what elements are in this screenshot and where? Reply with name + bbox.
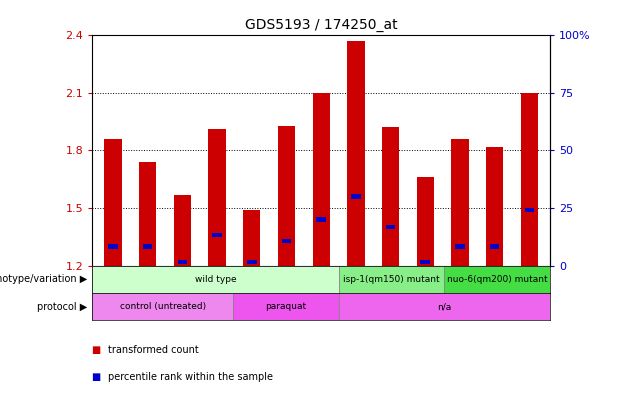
Text: genotype/variation ▶: genotype/variation ▶ xyxy=(0,274,88,284)
Bar xyxy=(452,139,469,266)
Bar xyxy=(139,162,156,266)
Text: ■: ■ xyxy=(92,345,104,355)
Text: percentile rank within the sample: percentile rank within the sample xyxy=(108,372,273,382)
Bar xyxy=(92,293,233,320)
Bar xyxy=(521,93,538,266)
Bar xyxy=(490,244,499,248)
Bar xyxy=(177,260,187,264)
Text: protocol ▶: protocol ▶ xyxy=(38,301,88,312)
Bar xyxy=(420,260,430,264)
Bar xyxy=(339,293,550,320)
Bar xyxy=(282,239,291,243)
Bar xyxy=(386,225,396,230)
Bar xyxy=(312,93,330,266)
Bar xyxy=(92,266,339,293)
Bar xyxy=(339,266,445,293)
Text: control (untreated): control (untreated) xyxy=(120,302,205,311)
Bar xyxy=(347,41,364,266)
Bar xyxy=(143,244,153,248)
Text: transformed count: transformed count xyxy=(108,345,199,355)
Bar xyxy=(317,217,326,222)
Bar xyxy=(382,127,399,266)
Bar xyxy=(486,147,503,266)
Bar xyxy=(445,266,550,293)
Title: GDS5193 / 174250_at: GDS5193 / 174250_at xyxy=(245,18,398,31)
Bar xyxy=(174,195,191,266)
Bar xyxy=(525,208,534,212)
Text: wild type: wild type xyxy=(195,275,237,284)
Bar xyxy=(417,177,434,266)
Text: n/a: n/a xyxy=(438,302,452,311)
Bar xyxy=(233,293,339,320)
Bar xyxy=(104,139,121,266)
Bar xyxy=(278,125,295,266)
Bar xyxy=(351,195,361,198)
Text: paraquat: paraquat xyxy=(265,302,307,311)
Bar xyxy=(108,244,118,248)
Bar xyxy=(243,210,261,266)
Bar xyxy=(209,129,226,266)
Text: isp-1(qm150) mutant: isp-1(qm150) mutant xyxy=(343,275,440,284)
Text: ■: ■ xyxy=(92,372,104,382)
Text: nuo-6(qm200) mutant: nuo-6(qm200) mutant xyxy=(447,275,548,284)
Bar xyxy=(212,233,222,237)
Bar xyxy=(247,260,256,264)
Bar xyxy=(455,244,465,248)
